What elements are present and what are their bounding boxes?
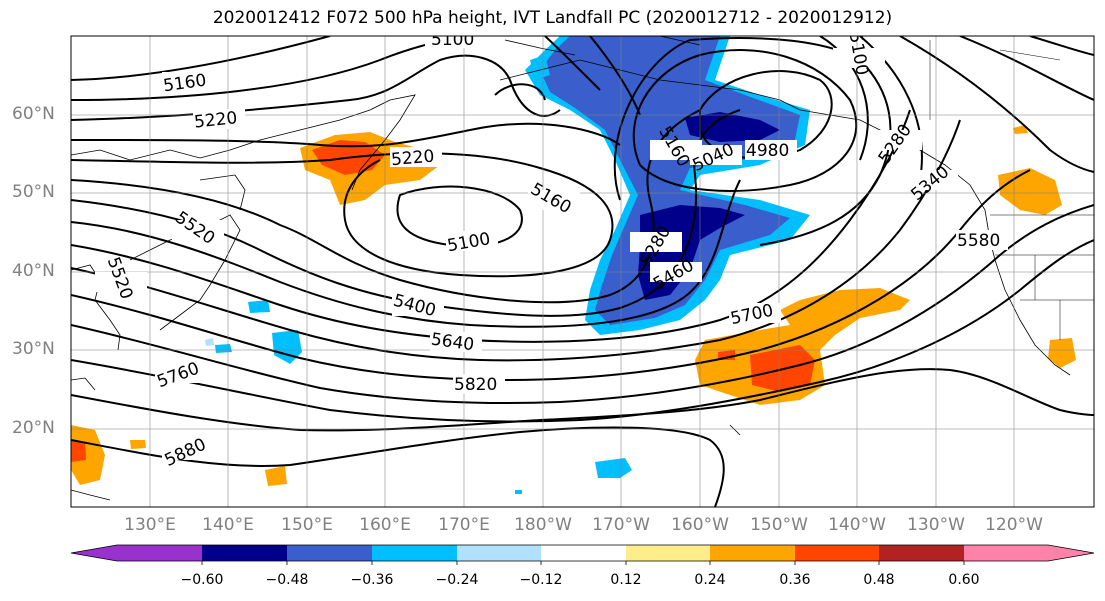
colorbar-tick-label: 0.12 <box>610 572 642 588</box>
colorbar-extend-low <box>71 545 117 561</box>
colorbar-tick-label: −0.36 <box>350 572 394 588</box>
contour-labels: 5160 5220 5220 5100 5160 5520 5520 5400 … <box>95 30 1008 471</box>
lon-label: 170°E <box>438 515 490 535</box>
ivt-positive-anomaly-patches <box>71 125 1076 486</box>
colorbar-segment <box>879 545 964 561</box>
colorbar-segment <box>964 545 1048 561</box>
colorbar-tick-label: 0.36 <box>779 572 811 588</box>
colorbar-outline <box>70 544 1095 562</box>
lon-label: 140°W <box>828 515 886 535</box>
lon-label: 140°E <box>202 515 254 535</box>
colorbar-segment <box>287 545 372 561</box>
lon-label: 150°E <box>281 515 333 535</box>
map-border <box>70 35 1095 508</box>
colorbar-segment <box>372 545 457 561</box>
colorbar-tick-label: −0.48 <box>265 572 309 588</box>
contour-label: 5220 <box>193 108 238 132</box>
lon-label: 130°E <box>124 515 176 535</box>
lon-label: 150°W <box>750 515 808 535</box>
colorbar-tick-label: −0.24 <box>435 572 479 588</box>
colorbar-segment <box>795 545 879 561</box>
contour-label: 5100 <box>431 30 474 50</box>
colorbar-segment <box>541 545 626 561</box>
colorbar <box>70 544 1095 565</box>
contour-label: 5220 <box>390 147 435 171</box>
lat-label: 50°N <box>12 182 55 202</box>
colorbar-tick-label: −0.12 <box>519 572 563 588</box>
colorbar-tick-label: 0.48 <box>863 572 895 588</box>
colorbar-segment <box>202 545 287 561</box>
lon-label: 170°W <box>592 515 650 535</box>
contour-label: 5820 <box>454 375 497 395</box>
lat-label: 60°N <box>12 104 55 124</box>
colorbar-segment <box>626 545 710 561</box>
lon-label: 160°E <box>359 515 411 535</box>
lon-label: 180°W <box>514 515 572 535</box>
figure-title: 2020012412 F072 500 hPa height, IVT Land… <box>212 8 893 28</box>
lon-label: 160°W <box>671 515 729 535</box>
lat-label: 20°N <box>12 418 55 438</box>
colorbar-extend-high <box>1048 545 1094 561</box>
lon-label: 130°W <box>907 515 965 535</box>
contour-label: 5580 <box>957 231 1000 251</box>
political-boundaries <box>929 40 1094 340</box>
lon-label: 120°W <box>985 515 1043 535</box>
colorbar-segment <box>710 545 795 561</box>
colorbar-tick-label: 0.60 <box>948 572 980 588</box>
lat-label: 30°N <box>12 339 55 359</box>
colorbar-tick-label: −0.60 <box>180 572 224 588</box>
colorbar-segment <box>117 545 202 561</box>
colorbar-tick-label: 0.24 <box>694 572 726 588</box>
contour-label: 4980 <box>746 141 789 161</box>
lat-label: 40°N <box>12 261 55 281</box>
colorbar-segment <box>457 545 541 561</box>
